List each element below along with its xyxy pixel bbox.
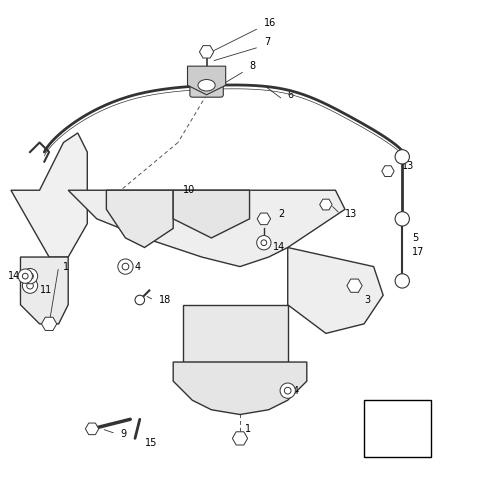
Polygon shape	[173, 362, 307, 414]
Text: 14: 14	[8, 271, 21, 281]
Circle shape	[122, 263, 129, 270]
Text: 10: 10	[183, 185, 195, 195]
Text: 1: 1	[245, 424, 251, 434]
Polygon shape	[347, 279, 362, 292]
Circle shape	[23, 273, 28, 279]
Circle shape	[118, 259, 133, 274]
Circle shape	[27, 282, 34, 289]
FancyBboxPatch shape	[190, 73, 223, 97]
Circle shape	[27, 273, 34, 280]
Text: 5: 5	[412, 233, 418, 243]
Circle shape	[257, 236, 271, 250]
Text: 4: 4	[135, 261, 141, 272]
Circle shape	[284, 387, 291, 394]
Circle shape	[135, 295, 144, 305]
Circle shape	[395, 149, 409, 164]
Polygon shape	[232, 432, 248, 445]
Polygon shape	[183, 305, 288, 362]
Text: 2: 2	[278, 209, 285, 219]
Polygon shape	[68, 190, 345, 267]
Polygon shape	[107, 190, 173, 248]
Text: 13: 13	[345, 209, 357, 219]
Text: 13: 13	[402, 161, 415, 171]
Polygon shape	[320, 199, 332, 210]
Text: 18: 18	[159, 295, 171, 305]
Polygon shape	[382, 166, 394, 177]
Text: 7: 7	[264, 37, 270, 48]
Circle shape	[395, 274, 409, 288]
Polygon shape	[288, 248, 383, 334]
Circle shape	[395, 440, 400, 446]
Ellipse shape	[198, 80, 215, 91]
Circle shape	[391, 437, 404, 450]
Polygon shape	[199, 46, 214, 58]
Circle shape	[261, 240, 267, 246]
Text: 1: 1	[63, 261, 70, 272]
Circle shape	[280, 383, 295, 398]
Text: 16: 16	[264, 18, 276, 28]
Text: 3: 3	[364, 295, 370, 305]
Circle shape	[395, 212, 409, 226]
Text: 17: 17	[412, 248, 424, 257]
Text: 15: 15	[144, 438, 157, 448]
Text: 4: 4	[292, 386, 299, 396]
Text: 8: 8	[250, 61, 256, 71]
Circle shape	[23, 278, 37, 294]
Text: 9: 9	[120, 429, 127, 439]
Polygon shape	[257, 213, 271, 225]
Circle shape	[18, 269, 33, 283]
Bar	[364, 400, 431, 457]
Text: 12: 12	[391, 409, 404, 420]
Polygon shape	[11, 133, 87, 257]
Circle shape	[23, 268, 37, 284]
Polygon shape	[188, 66, 226, 95]
Polygon shape	[21, 257, 68, 324]
Text: 6: 6	[288, 90, 294, 100]
Text: 14: 14	[274, 243, 286, 252]
Polygon shape	[41, 317, 57, 331]
Polygon shape	[85, 423, 99, 435]
Text: 11: 11	[39, 286, 52, 296]
Polygon shape	[173, 190, 250, 238]
